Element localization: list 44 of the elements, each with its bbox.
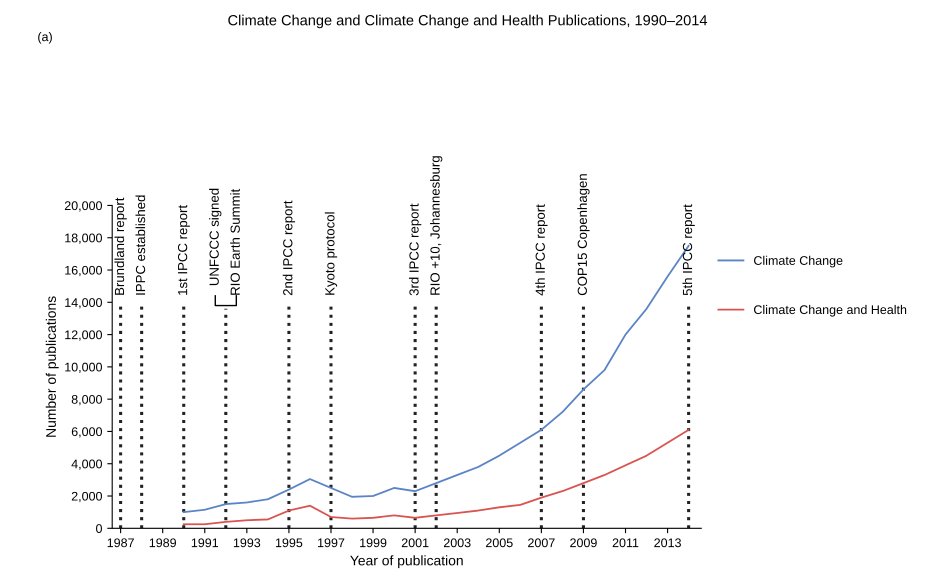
x-tick-label: 2005 [486, 538, 513, 548]
ref-line-label: 4th IPCC report [535, 204, 548, 296]
x-tick-label: 1989 [150, 538, 176, 548]
ref-line-label: 1st IPCC report [178, 205, 190, 295]
y-tick-label: 12,000 [65, 330, 102, 341]
y-tick-label: 4,000 [71, 460, 102, 470]
ref-line-label: 2nd IPCC report [282, 200, 296, 296]
x-tick-label: 1991 [192, 538, 218, 548]
x-tick-label: 2011 [612, 538, 638, 548]
legend-label: Climate Change and Health [754, 304, 906, 317]
y-tick-label: 6,000 [72, 427, 102, 438]
line-series [182, 428, 690, 526]
x-tick-label: 2003 [444, 538, 471, 548]
x-tick-label: 1987 [108, 538, 134, 548]
ref-line-label: 3rd IPCC report [408, 204, 422, 296]
y-tick-label: 14,000 [65, 298, 102, 308]
annotation: RIO Earth Summit [230, 188, 240, 295]
x-tick-label: 2009 [570, 538, 597, 548]
y-tick-label: 16,000 [65, 266, 102, 276]
ref-line-label: UNFCCC signed [209, 188, 222, 286]
y-tick-label: 20,000 [64, 201, 102, 212]
ref-line-label: Brundland report [114, 198, 127, 295]
y-tick-label: 10,000 [65, 362, 102, 374]
x-tick-label: 2013 [654, 538, 681, 548]
chart-title: Climate Change and Climate Change and Health Publications, 1990–2014 [228, 14, 708, 28]
y-axis-title: Number of publications [46, 296, 59, 437]
ref-line-label: 5th IPCC report [682, 204, 695, 296]
y-tick-label: 8,000 [72, 394, 102, 406]
ref-line-label: Kyoto protocol [324, 212, 338, 295]
y-tick-label: 18,000 [65, 234, 102, 244]
ref-line-label: IPPC established [136, 195, 146, 295]
legend-label: Climate Change [754, 256, 842, 268]
x-tick-label: 2007 [528, 538, 555, 548]
x-tick-label: 1997 [318, 538, 344, 548]
ref-line-label: RIO +10, Johannesburg [430, 156, 442, 295]
y-tick-label: 2,000 [72, 492, 102, 502]
text: (a) [38, 32, 52, 44]
x-tick-label: 1999 [360, 538, 386, 548]
x-axis-title: Year of publication [350, 555, 463, 568]
x-tick-label: 2001 [402, 538, 428, 548]
y-tick-label: 0 [96, 524, 102, 533]
x-tick-label: 1993 [234, 538, 260, 548]
x-tick-label: 1995 [276, 538, 302, 548]
ref-line-label: COP15 Copenhagen [577, 174, 590, 296]
